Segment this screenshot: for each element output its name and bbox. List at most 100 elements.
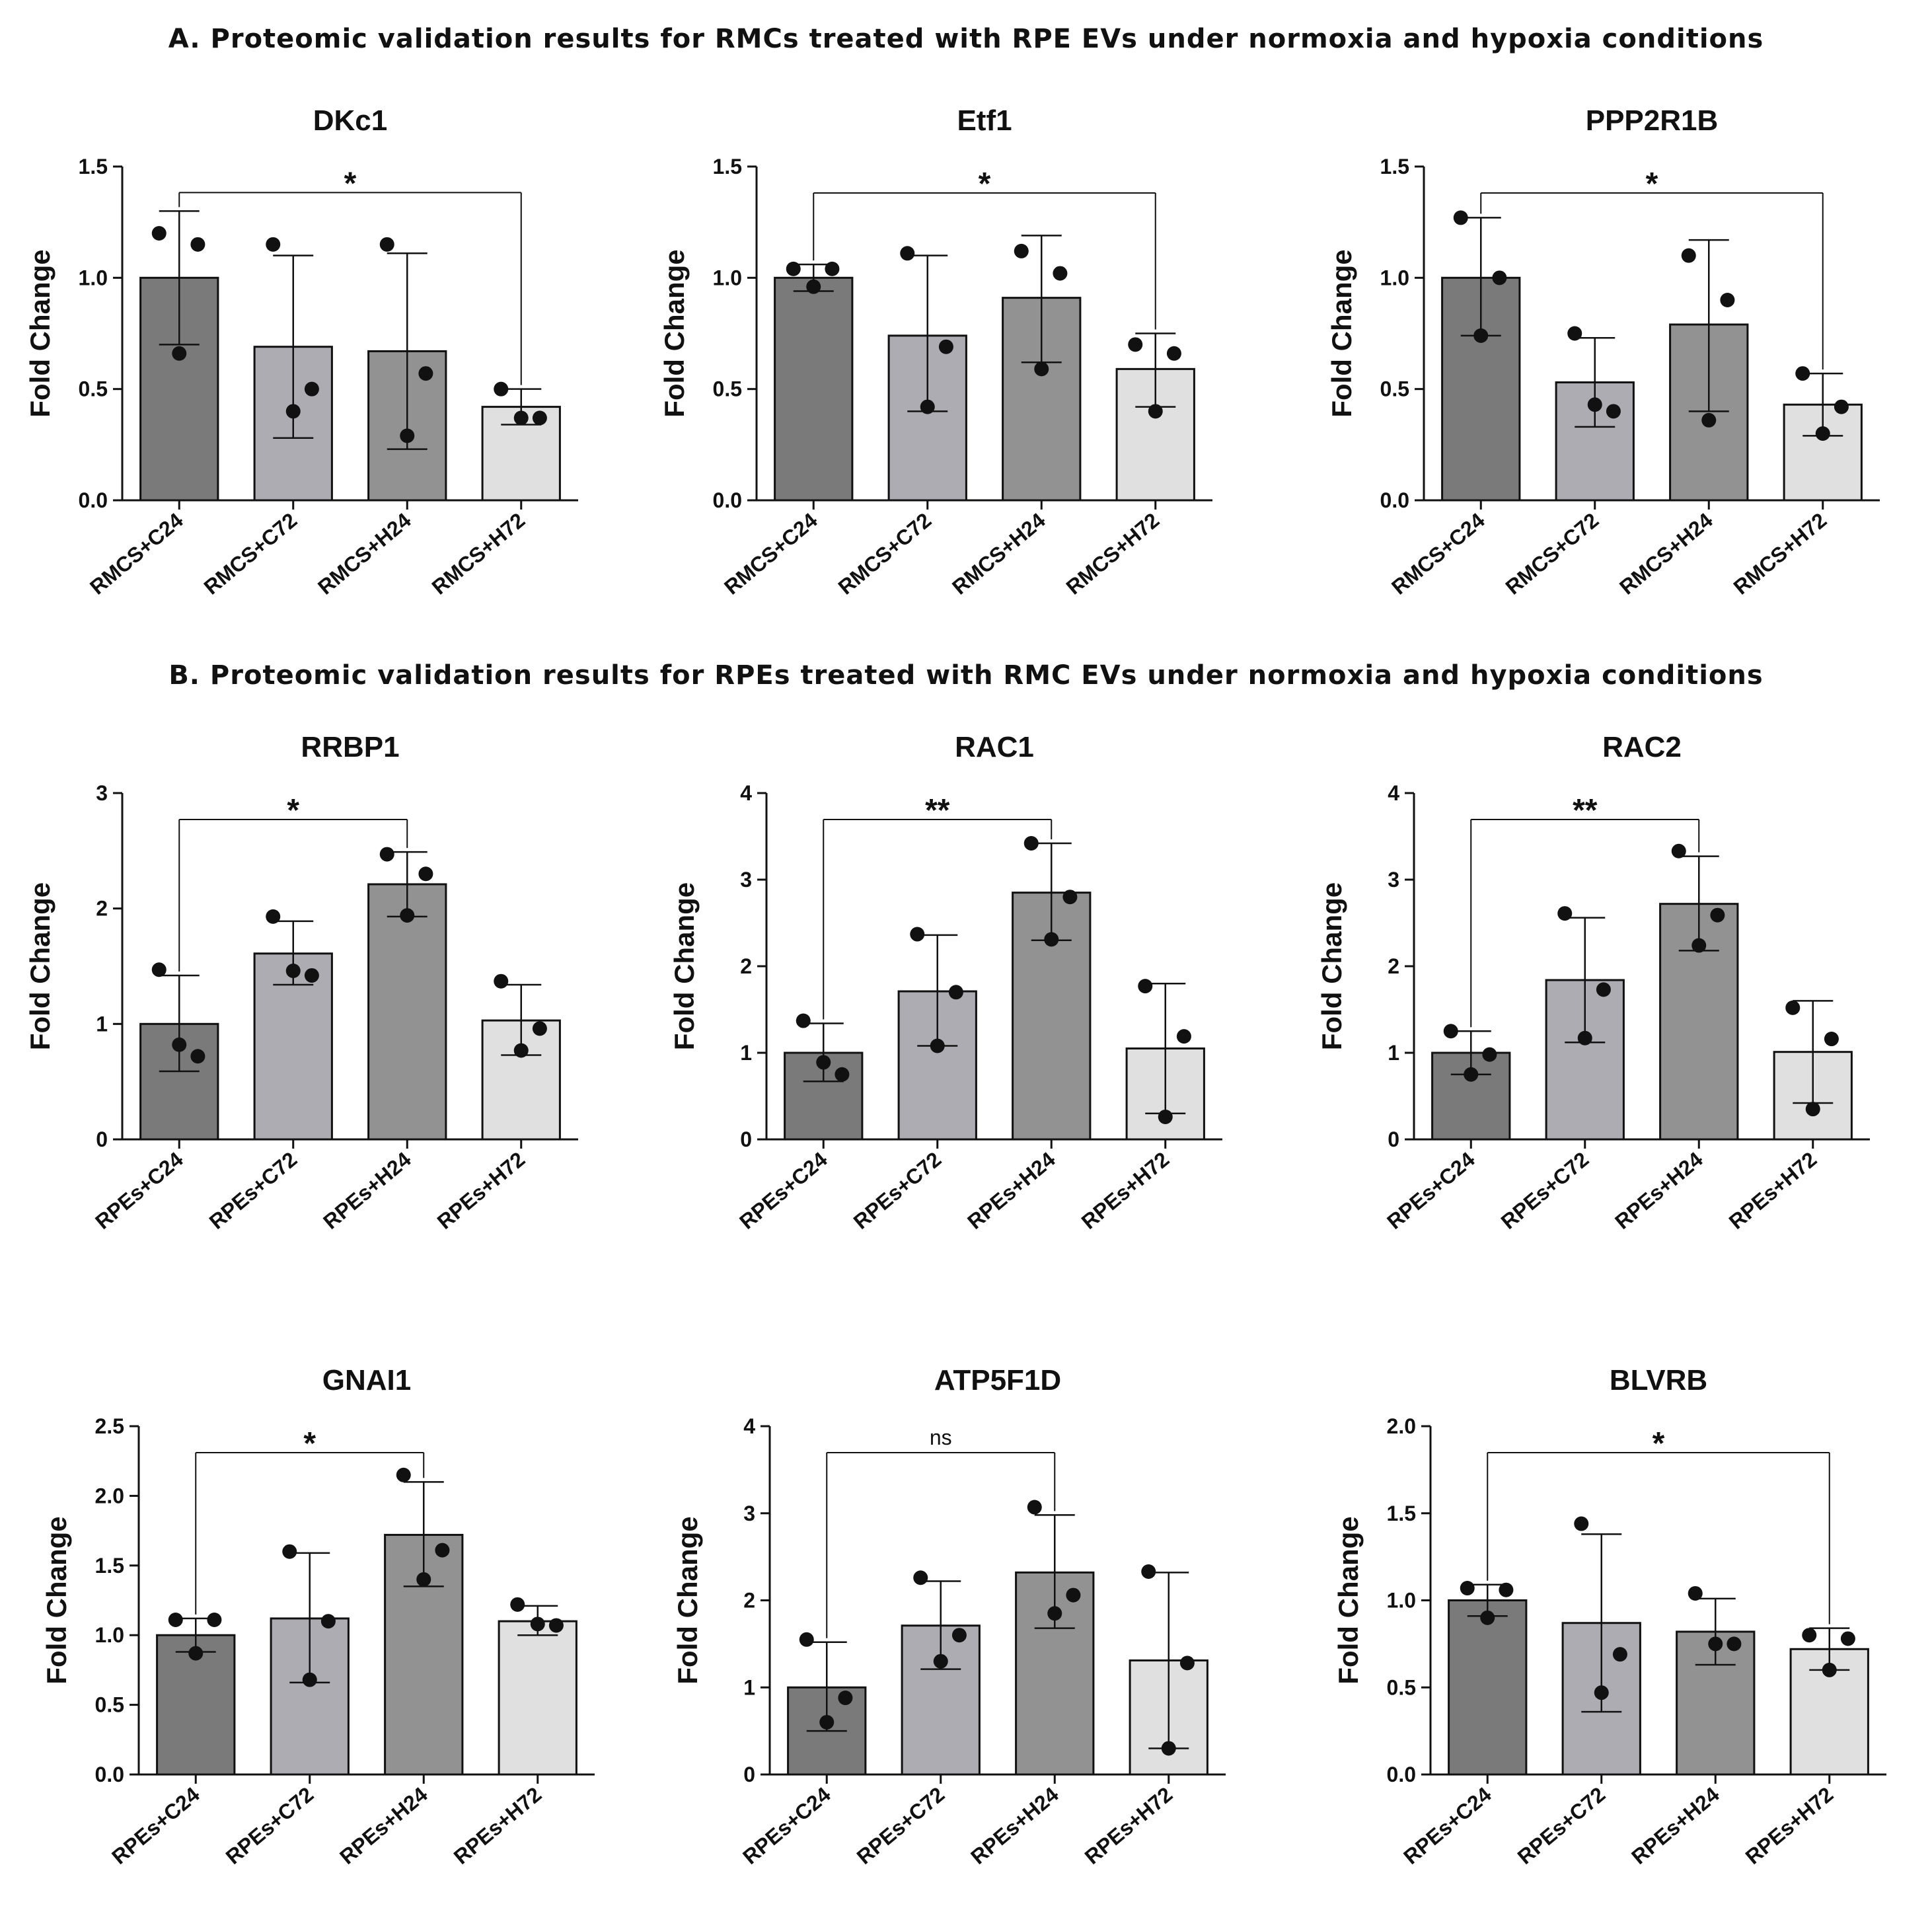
y-tick-label: 0.0: [713, 488, 742, 512]
data-point: [796, 1013, 811, 1028]
x-tick-label: RPEs+H72: [1080, 1782, 1177, 1869]
y-tick-label: 0.5: [79, 377, 108, 401]
data-point: [951, 1628, 967, 1643]
data-point: [1179, 1656, 1195, 1671]
y-tick-label: 2.0: [1387, 1414, 1416, 1438]
data-point: [1044, 932, 1059, 947]
data-point: [513, 410, 529, 426]
data-point: [1785, 1000, 1801, 1015]
data-point: [400, 428, 415, 443]
section-a-title: A. Proteomic validation results for RMCs…: [168, 24, 1764, 54]
data-point: [1053, 266, 1068, 281]
chart-title: ATP5F1D: [934, 1364, 1061, 1396]
bar-rpes-h72: [498, 1620, 577, 1776]
data-point: [1701, 412, 1717, 428]
section-b-title: B. Proteomic validation results for RPEs…: [168, 660, 1763, 691]
x-tick-label: RPEs+C24: [107, 1782, 204, 1869]
data-point: [1492, 270, 1507, 286]
data-point: [1834, 399, 1849, 414]
data-point: [1023, 835, 1039, 851]
y-axis-label: Fold Change: [1316, 882, 1347, 1050]
data-point: [302, 1672, 317, 1687]
y-tick-label: 0.5: [95, 1693, 124, 1717]
data-point: [172, 1037, 187, 1052]
data-point: [816, 1055, 831, 1070]
y-tick-label: 1.5: [1387, 1502, 1416, 1525]
x-tick-label: RMCS+H72: [427, 508, 530, 599]
y-axis-label: Fold Change: [672, 1516, 703, 1684]
data-point: [1464, 1067, 1479, 1082]
data-point: [188, 1646, 204, 1661]
data-point: [1128, 337, 1143, 352]
y-tick-label: 3: [96, 781, 108, 805]
bar-rpes-c24: [1448, 1599, 1528, 1776]
data-point: [379, 237, 394, 252]
bar-rmcs-c24: [774, 276, 854, 502]
x-tick-label: RMCS+H24: [313, 508, 416, 599]
y-axis-label: Fold Change: [24, 249, 56, 417]
y-tick-label: 0: [743, 1763, 755, 1786]
y-tick-label: 1.5: [95, 1554, 124, 1578]
data-point: [1587, 397, 1602, 412]
chart-title: DKc1: [313, 104, 388, 137]
y-tick-label: 0: [96, 1127, 108, 1151]
x-tick-label: RPEs+C24: [91, 1147, 188, 1234]
data-point: [1148, 404, 1163, 419]
data-point: [920, 399, 935, 414]
chart-title: PPP2R1B: [1586, 104, 1719, 137]
y-tick-label: 0.5: [1387, 1675, 1416, 1699]
y-axis-label: Fold Change: [659, 249, 690, 417]
data-point: [819, 1714, 835, 1730]
data-point: [282, 1544, 297, 1559]
data-point: [513, 1043, 529, 1058]
x-tick-label: RMCS+C72: [1501, 508, 1604, 599]
x-tick-label: RPEs+H24: [335, 1782, 432, 1869]
x-tick-label: RPEs+C24: [1382, 1147, 1479, 1234]
data-point: [510, 1597, 525, 1612]
data-point: [1822, 1662, 1837, 1677]
chart-title: RAC2: [1602, 731, 1682, 763]
data-point: [418, 866, 433, 882]
data-point: [304, 968, 319, 983]
data-point: [207, 1613, 222, 1628]
y-axis-label: Fold Change: [1333, 1516, 1364, 1684]
data-point: [913, 1570, 928, 1585]
data-point: [320, 1614, 336, 1629]
x-tick-label: RMCS+C24: [720, 508, 822, 599]
y-tick-label: 0.5: [1380, 377, 1409, 401]
data-point: [1708, 1636, 1723, 1652]
data-point: [1034, 362, 1049, 377]
y-tick-label: 2: [743, 1589, 755, 1613]
data-point: [266, 237, 281, 252]
y-tick-label: 0.0: [1380, 488, 1409, 512]
y-tick-label: 2.0: [95, 1484, 124, 1507]
y-tick-label: 1.0: [1380, 266, 1409, 289]
data-point: [1691, 938, 1707, 953]
y-tick-label: 4: [1388, 781, 1399, 805]
y-tick-label: 0.5: [713, 377, 742, 401]
y-tick-label: 0.0: [79, 488, 108, 512]
y-axis-label: Fold Change: [24, 882, 56, 1050]
significance-label: *: [1653, 1426, 1665, 1461]
bar-rmcs-h72: [481, 406, 561, 502]
data-point: [1557, 906, 1573, 921]
chart-gnai1: GNAI1 Fold Change 0.0 0.5 1.0 1.5 2.0 2.5 RPEs+C…: [41, 1364, 595, 1869]
data-point: [1815, 426, 1830, 441]
y-tick-label: 1.5: [79, 155, 108, 178]
x-tick-label: RMCS+H24: [947, 508, 1050, 599]
data-point: [900, 246, 915, 261]
y-tick-label: 0.0: [95, 1763, 124, 1786]
data-point: [1138, 979, 1153, 994]
data-point: [1460, 1581, 1475, 1596]
data-point: [938, 339, 953, 354]
x-tick-label: RPEs+C72: [205, 1147, 301, 1234]
data-point: [1795, 366, 1810, 381]
x-tick-label: RPEs+H72: [1725, 1147, 1821, 1234]
